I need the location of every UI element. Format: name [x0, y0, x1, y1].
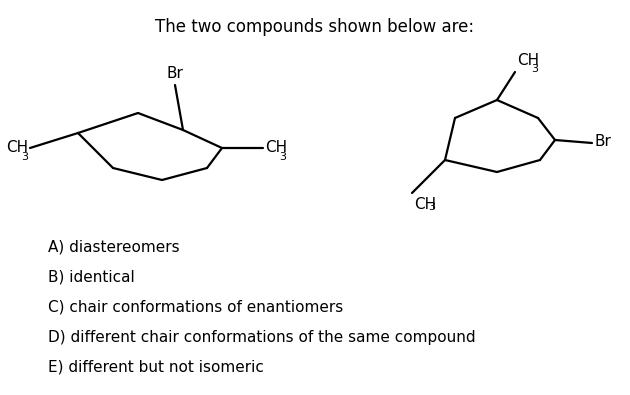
Text: CH: CH [6, 139, 28, 154]
Text: The two compounds shown below are:: The two compounds shown below are: [156, 18, 474, 36]
Text: Br: Br [166, 66, 183, 81]
Text: A) diastereomers: A) diastereomers [48, 240, 180, 255]
Text: CH: CH [517, 53, 539, 68]
Text: E) different but not isomeric: E) different but not isomeric [48, 360, 264, 375]
Text: Br: Br [594, 135, 611, 149]
Text: 3: 3 [21, 152, 28, 162]
Text: C) chair conformations of enantiomers: C) chair conformations of enantiomers [48, 300, 343, 315]
Text: 3: 3 [531, 64, 538, 74]
Text: CH: CH [265, 139, 287, 154]
Text: CH: CH [414, 197, 436, 212]
Text: B) identical: B) identical [48, 270, 135, 285]
Text: D) different chair conformations of the same compound: D) different chair conformations of the … [48, 330, 476, 345]
Text: 3: 3 [428, 202, 435, 212]
Text: 3: 3 [279, 152, 286, 162]
